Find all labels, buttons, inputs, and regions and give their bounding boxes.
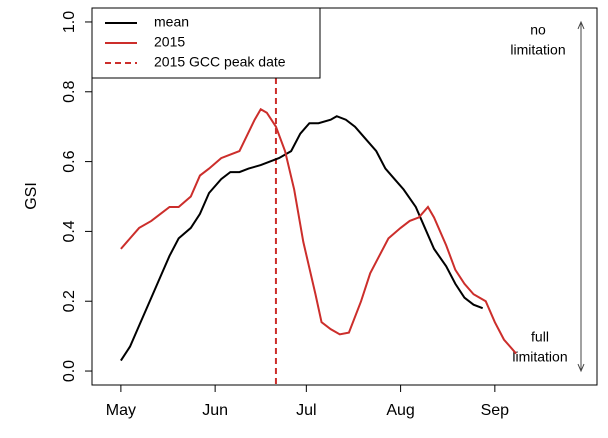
- legend-label: 2015 GCC peak date: [154, 54, 286, 70]
- annotation: limitation: [512, 349, 567, 365]
- y-tick-label: 0.4: [61, 220, 78, 242]
- y-tick-label: 0.8: [61, 81, 78, 103]
- x-tick-label: Sep: [481, 402, 510, 419]
- series-line: [120, 115, 484, 362]
- y-tick-label: 0.0: [61, 360, 78, 382]
- y-tick-label: 1.0: [61, 11, 78, 33]
- annotation: full: [531, 329, 549, 345]
- arrow-head: [577, 20, 585, 30]
- y-tick-label: 0.6: [61, 150, 78, 172]
- y-axis-label: GSI: [23, 182, 40, 210]
- annotation: limitation: [510, 42, 565, 58]
- x-tick-label: Jul: [296, 402, 316, 419]
- x-tick-label: Jun: [202, 402, 228, 419]
- legend-label: mean: [154, 14, 189, 30]
- series-line: [120, 107, 517, 355]
- y-tick-label: 0.2: [61, 290, 78, 312]
- x-tick-label: May: [106, 402, 136, 419]
- x-tick-label: Aug: [386, 402, 414, 419]
- legend-label: 2015: [154, 34, 185, 50]
- legend-box: [91, 7, 321, 79]
- annotation: no: [530, 22, 546, 38]
- arrow-head: [577, 363, 585, 373]
